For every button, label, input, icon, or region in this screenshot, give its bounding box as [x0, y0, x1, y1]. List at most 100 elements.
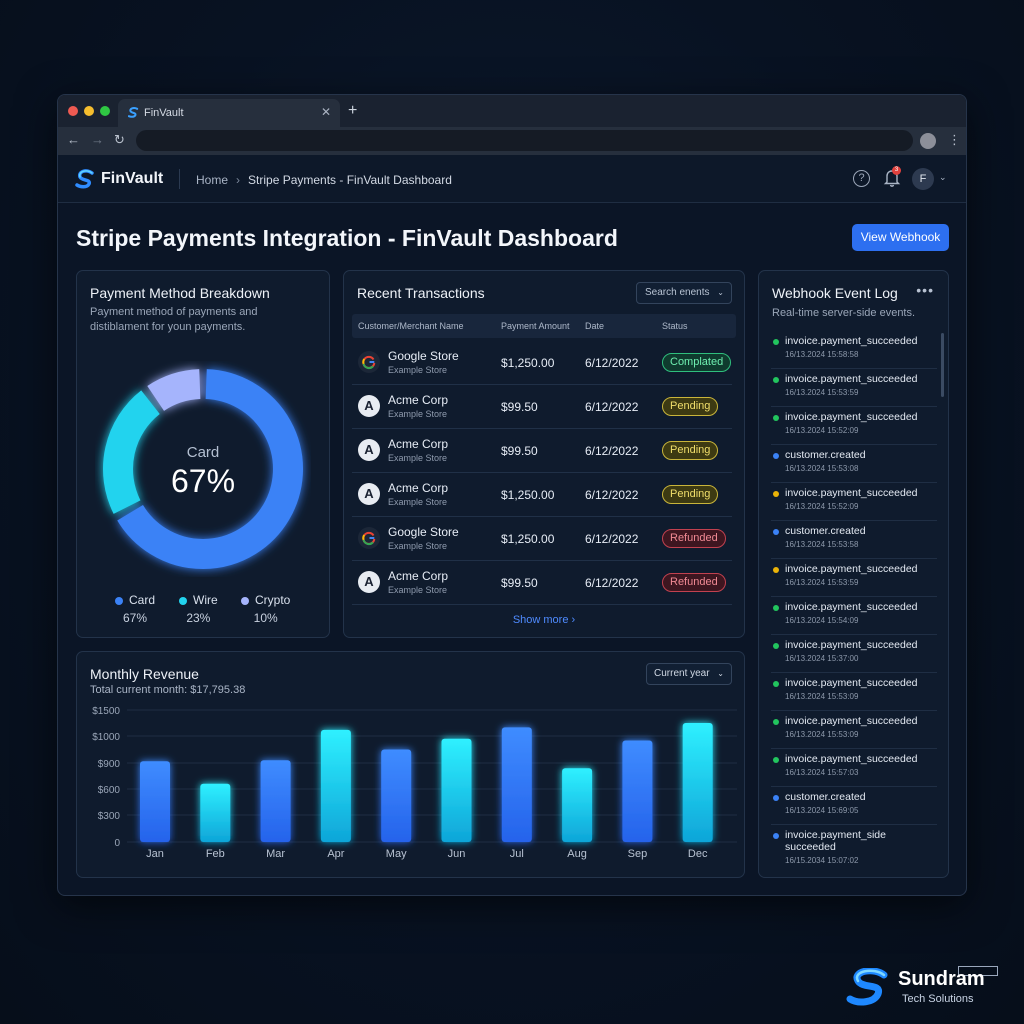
status-dot-icon	[773, 795, 779, 801]
event-name: invoice.payment_succeeded	[785, 715, 918, 727]
event-name: invoice.payment_succeeded	[785, 411, 918, 423]
breadcrumb: Home › Stripe Payments - FinVault Dashboar…	[196, 173, 452, 187]
legend-card-label: Card	[129, 593, 156, 607]
column-header[interactable]: Status	[662, 321, 688, 331]
event-timestamp: 16/13.2024 15:57:03	[785, 768, 859, 777]
revenue-bar-jul[interactable]	[501, 727, 532, 842]
revenue-bar-jan[interactable]	[140, 761, 170, 842]
legend-card: Card 67%	[115, 593, 155, 625]
finvault-favicon-icon	[128, 107, 139, 118]
browser-menu-icon[interactable]: ⋮	[948, 132, 961, 147]
webhook-event-item[interactable]: invoice.payment_succeeded 16/13.2024 15:5…	[771, 369, 937, 407]
status-dot-icon	[773, 605, 779, 611]
event-name: invoice.payment_succeeded	[785, 677, 918, 689]
column-header[interactable]: Payment Amount	[501, 321, 570, 331]
table-row[interactable]: A Acme Corp Example Store $99.50 6/12/2022 Pe…	[352, 385, 732, 429]
google-icon	[358, 527, 380, 549]
back-arrow-icon[interactable]: ←	[67, 132, 80, 147]
forward-arrow-icon[interactable]: →	[91, 132, 104, 147]
x-tick-label: May	[386, 848, 407, 860]
revenue-bar-apr[interactable]	[320, 729, 351, 842]
maximize-window-button[interactable]	[100, 106, 110, 116]
merchant-name: Acme Corp	[388, 393, 449, 407]
help-icon[interactable]: ?	[853, 170, 870, 187]
tab-close-icon[interactable]: ✕	[320, 105, 331, 119]
recent-transactions-card: Recent Transactions Search enents ⌄ Cust…	[343, 270, 745, 638]
x-tick-label: Jun	[448, 848, 466, 860]
card-title: Recent Transactions	[357, 285, 485, 301]
more-options-icon[interactable]: •••	[916, 282, 934, 298]
logo-text[interactable]: FinVault	[101, 170, 164, 187]
webhook-event-item[interactable]: invoice.payment_succeeded 16/13.2024 15:5…	[771, 749, 937, 787]
webhook-event-item[interactable]: customer.created 16/13.2024 15:69:05	[771, 787, 937, 825]
donut-segment-wire[interactable]	[103, 390, 161, 514]
x-tick-label: Jul	[510, 848, 524, 860]
merchant-name: Google Store	[388, 349, 459, 363]
event-timestamp: 16/13.2024 15:52:09	[785, 426, 859, 435]
table-row[interactable]: Google Store Example Store $1,250.00 6/12/2…	[352, 517, 732, 561]
address-bar[interactable]	[136, 130, 913, 151]
minimize-window-button[interactable]	[84, 106, 94, 116]
browser-tab[interactable]: FinVault ✕	[118, 99, 340, 127]
header-divider	[179, 169, 180, 189]
close-window-button[interactable]	[68, 106, 78, 116]
webhook-event-item[interactable]: invoice.payment_succeeded 16/13.2024 15:3…	[771, 635, 937, 673]
webhook-event-item[interactable]: invoice.payment_succeeded 16/13.2024 15:5…	[771, 407, 937, 445]
event-name: invoice.payment_succeeded	[785, 601, 918, 613]
merchant-subtitle: Example Store	[388, 541, 448, 551]
revenue-bar-feb[interactable]	[200, 783, 231, 842]
show-more-link[interactable]: Show more ›	[344, 614, 744, 626]
period-select[interactable]: Current year ⌄	[646, 663, 732, 685]
event-timestamp: 16/13.2024 15:58:58	[785, 350, 859, 359]
status-dot-icon	[773, 643, 779, 649]
webhook-event-item[interactable]: invoice.payment_succeeded 16/13.2024 15:5…	[771, 711, 937, 749]
status-dot-icon	[773, 681, 779, 687]
revenue-bar-jun[interactable]	[441, 738, 472, 842]
webhook-event-item[interactable]: invoice.payment_side succeeded 16/15.2034…	[771, 825, 937, 869]
payment-date: 6/12/2022	[585, 488, 639, 502]
revenue-bar-may[interactable]	[381, 749, 412, 843]
donut-segment-crypto[interactable]	[147, 369, 201, 412]
legend-crypto-value: 10%	[253, 611, 278, 625]
payment-date: 6/12/2022	[585, 576, 639, 590]
donut-segment-card[interactable]	[117, 369, 303, 569]
card-subtitle: Payment method of payments and distiblam…	[90, 305, 258, 335]
view-webhook-button[interactable]: View Webhook	[852, 224, 949, 251]
profile-avatar-icon[interactable]	[920, 133, 936, 149]
merchant-name: Google Store	[388, 525, 459, 539]
table-row[interactable]: A Acme Corp Example Store $1,250.00 6/12/202…	[352, 473, 732, 517]
event-timestamp: 16/13.2024 15:53:58	[785, 540, 859, 549]
event-name: invoice.payment_succeeded	[785, 335, 918, 347]
reload-icon[interactable]: ↻	[114, 132, 125, 147]
scrollbar-thumb[interactable]	[941, 333, 944, 397]
payment-amount: $1,250.00	[501, 532, 555, 546]
payment-date: 6/12/2022	[585, 400, 639, 414]
status-dot-icon	[773, 529, 779, 535]
revenue-bar-mar[interactable]	[260, 760, 291, 842]
legend-wire-value: 23%	[186, 611, 211, 625]
webhook-event-item[interactable]: invoice.payment_succeeded 16/13.2024 15:5…	[771, 483, 937, 521]
webhook-event-item[interactable]: invoice.payment_succeeded 16/13.2024 15:5…	[771, 597, 937, 635]
table-row[interactable]: A Acme Corp Example Store $99.50 6/12/2022 Pe…	[352, 429, 732, 473]
event-name: invoice.payment_side succeeded	[785, 829, 886, 853]
new-tab-plus-icon[interactable]: +	[348, 102, 358, 119]
table-row[interactable]: A Acme Corp Example Store $99.50 6/12/2022 Re…	[352, 561, 732, 605]
x-tick-label: Apr	[327, 848, 344, 860]
webhook-event-item[interactable]: invoice.payment_succeeded 16/13.2024 15:5…	[771, 673, 937, 711]
webhook-event-item[interactable]: customer.created 16/13.2024 15:53:08	[771, 445, 937, 483]
table-row[interactable]: Google Store Example Store $1,250.00 6/12/2…	[352, 341, 732, 385]
revenue-bar-sep[interactable]	[622, 740, 653, 843]
revenue-bar-dec[interactable]	[682, 723, 713, 842]
webhook-event-item[interactable]: invoice.payment_succeeded 16/13.2024 15:5…	[771, 331, 937, 369]
breadcrumb-home[interactable]: Home	[196, 173, 229, 187]
webhook-event-item[interactable]: invoice.payment_succeeded 16/13.2024 15:5…	[771, 559, 937, 597]
x-tick-label: Feb	[206, 848, 225, 860]
column-header[interactable]: Date	[585, 321, 605, 331]
column-header[interactable]: Customer/Merchant Name	[358, 321, 464, 331]
chevron-down-icon[interactable]: ⌄	[939, 172, 947, 182]
revenue-bar-aug[interactable]	[562, 768, 593, 842]
search-events-input[interactable]: Search enents ⌄	[636, 282, 732, 304]
webhook-event-item[interactable]: customer.created 16/13.2024 15:53:58	[771, 521, 937, 559]
user-avatar[interactable]: F	[912, 168, 934, 190]
status-badge: Pending	[662, 441, 719, 460]
